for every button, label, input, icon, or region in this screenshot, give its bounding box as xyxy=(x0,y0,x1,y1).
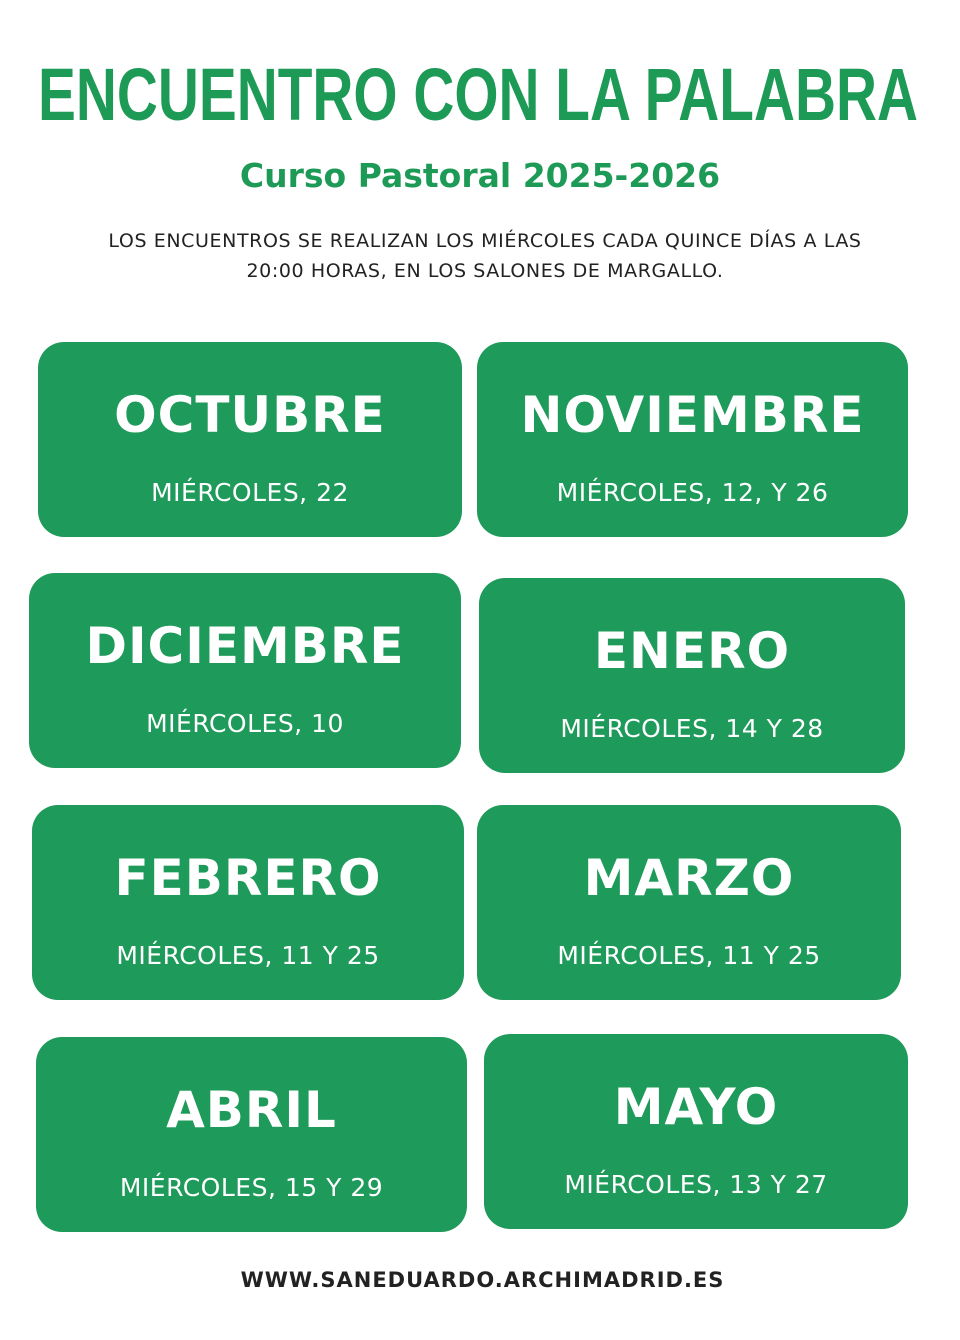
description-line: 20:00 HORAS, EN LOS SALONES DE MARGALLO. xyxy=(246,260,724,282)
subtitle: Curso Pastoral 2025-2026 xyxy=(239,156,721,195)
month-name: ENERO xyxy=(593,622,791,680)
month-card: FEBRERO MIÉRCOLES, 11 Y 25 xyxy=(32,805,464,1000)
month-name: OCTUBRE xyxy=(114,386,386,444)
month-card: OCTUBRE MIÉRCOLES, 22 xyxy=(38,342,462,537)
month-name: FEBRERO xyxy=(114,849,382,907)
month-dates: MIÉRCOLES, 15 Y 29 xyxy=(119,1173,384,1202)
month-dates: MIÉRCOLES, 22 xyxy=(151,478,349,507)
month-dates: MIÉRCOLES, 12, Y 26 xyxy=(556,478,829,507)
description-line: LOS ENCUENTROS SE REALIZAN LOS MIÉRCOLES… xyxy=(108,230,862,252)
month-name: MARZO xyxy=(583,849,795,907)
footer-url: WWW.SANEDUARDO.ARCHIMADRID.ES xyxy=(240,1268,725,1292)
month-card: NOVIEMBRE MIÉRCOLES, 12, Y 26 xyxy=(477,342,908,537)
month-dates: MIÉRCOLES, 10 xyxy=(146,709,344,738)
month-card: DICIEMBRE MIÉRCOLES, 10 xyxy=(29,573,461,768)
month-card: ABRIL MIÉRCOLES, 15 Y 29 xyxy=(36,1037,467,1232)
month-name: MAYO xyxy=(613,1078,779,1136)
month-dates: MIÉRCOLES, 11 Y 25 xyxy=(557,941,821,970)
month-dates: MIÉRCOLES, 11 Y 25 xyxy=(116,941,380,970)
month-dates: MIÉRCOLES, 14 Y 28 xyxy=(560,714,824,743)
month-card: MARZO MIÉRCOLES, 11 Y 25 xyxy=(477,805,901,1000)
title-area: ENCUENTRO CON LA PALABRA xyxy=(38,53,918,136)
month-dates: MIÉRCOLES, 13 Y 27 xyxy=(564,1170,828,1199)
month-card: MAYO MIÉRCOLES, 13 Y 27 xyxy=(484,1034,908,1229)
title: ENCUENTRO CON LA PALABRA xyxy=(38,53,918,136)
month-name: ABRIL xyxy=(166,1081,337,1139)
month-name: NOVIEMBRE xyxy=(520,386,865,444)
month-name: DICIEMBRE xyxy=(85,617,405,675)
month-card: ENERO MIÉRCOLES, 14 Y 28 xyxy=(479,578,905,773)
